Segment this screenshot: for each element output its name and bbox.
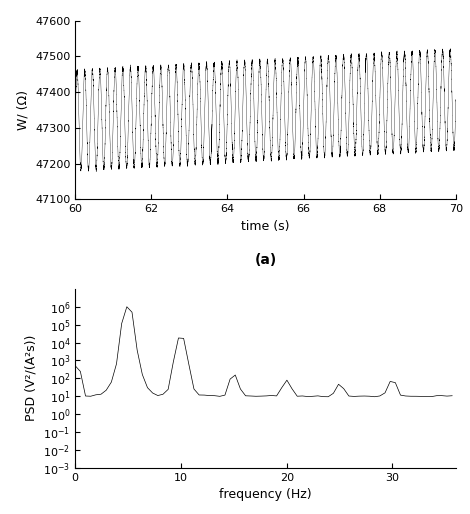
Y-axis label: PSD (V²/(A²s)): PSD (V²/(A²s)) xyxy=(25,335,38,421)
X-axis label: time (s): time (s) xyxy=(241,220,290,233)
X-axis label: frequency (Hz): frequency (Hz) xyxy=(219,488,312,501)
Text: (a): (a) xyxy=(254,253,277,267)
Y-axis label: W/ (Ω): W/ (Ω) xyxy=(16,90,30,130)
